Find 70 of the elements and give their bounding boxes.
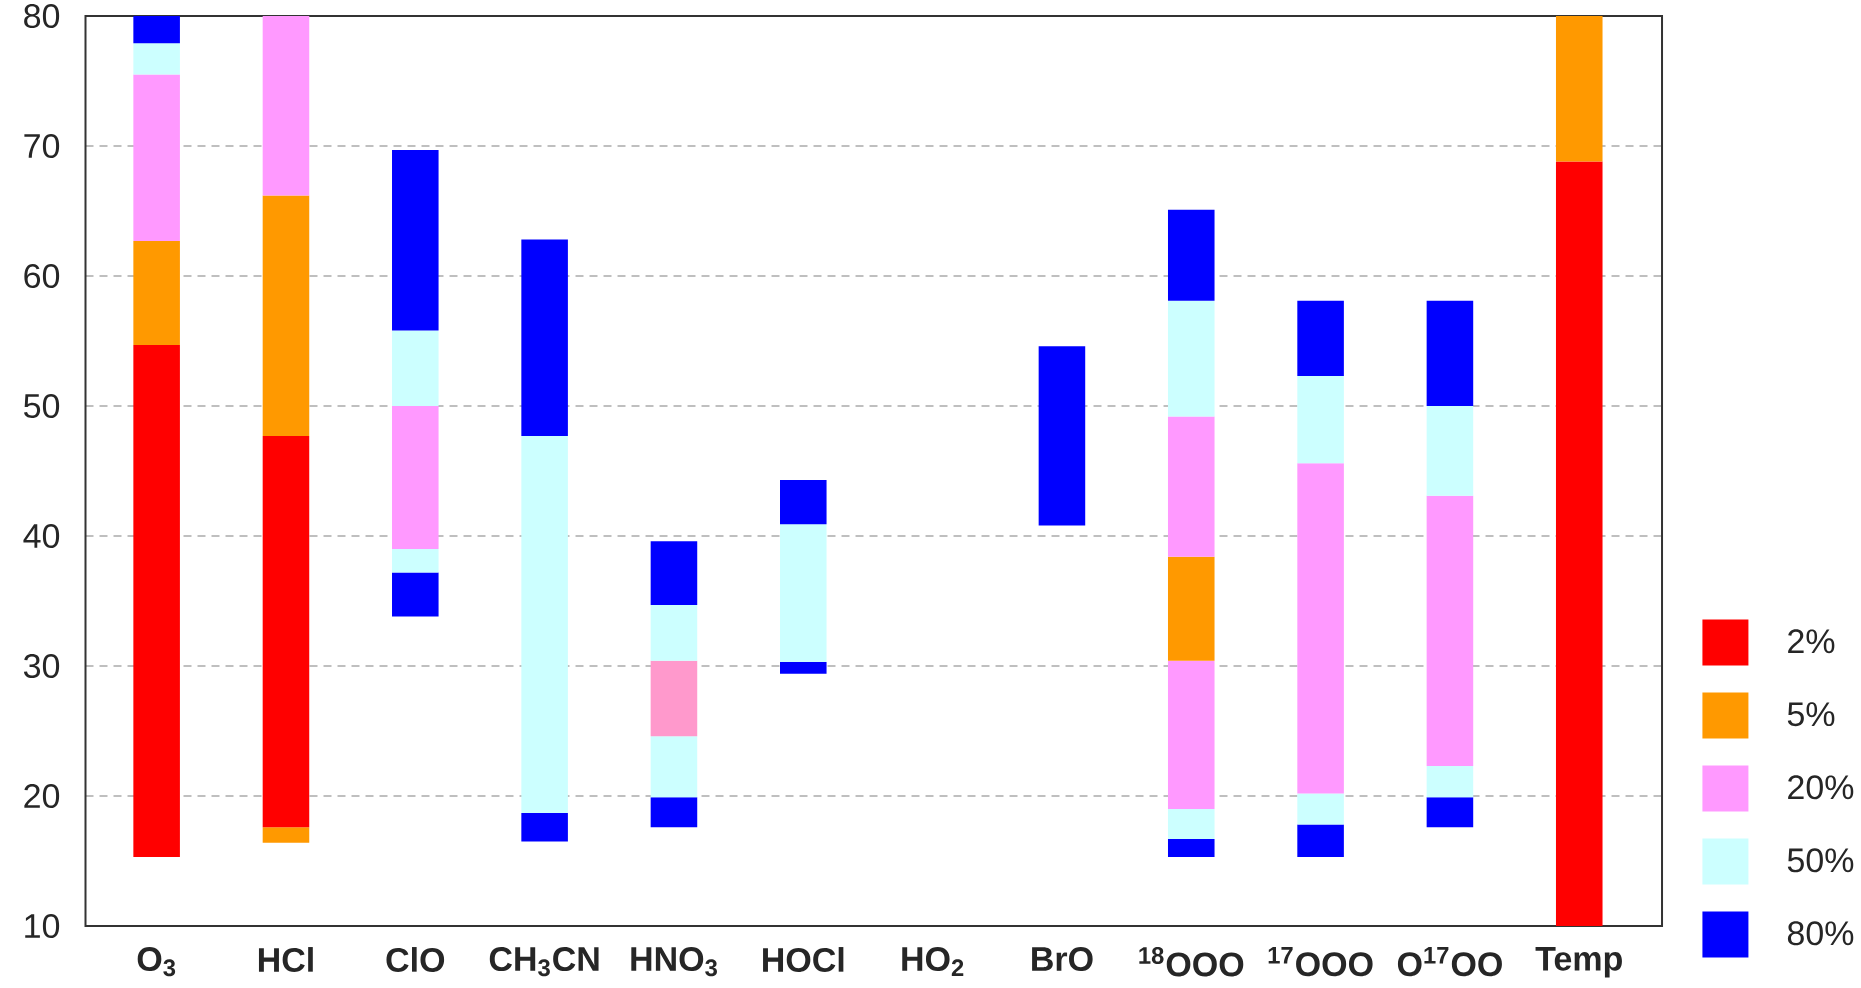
bar <box>1426 766 1474 798</box>
x-tick-label: O$_{3}$ <box>137 947 176 977</box>
bar <box>650 604 698 661</box>
bar <box>392 405 439 549</box>
bar <box>1426 405 1474 496</box>
bar <box>1167 809 1215 839</box>
y-tick-label: 10 <box>25 913 60 939</box>
bar <box>1426 495 1474 767</box>
x-tick-label: HOCl <box>763 947 844 973</box>
bar <box>1297 376 1344 464</box>
x-tick-label: Temp <box>1535 947 1622 978</box>
bar <box>1297 793 1344 825</box>
bar <box>392 572 439 617</box>
bar <box>262 827 310 843</box>
bar <box>1555 15 1603 162</box>
bar <box>780 662 827 674</box>
bar <box>521 435 568 813</box>
x-tick-label: $^{17}$OOO <box>1268 947 1373 977</box>
y-tick-label: 60 <box>24 263 60 289</box>
bar <box>1167 838 1215 858</box>
y-tick-label: 50 <box>24 393 60 419</box>
x-tick-label: HCl <box>258 947 313 973</box>
x-tick-label: O$^{17}$OO <box>1397 947 1502 977</box>
bar <box>133 344 180 858</box>
legend-label: 5% <box>1787 702 1835 727</box>
bar <box>392 549 439 573</box>
bar <box>262 195 310 436</box>
x-tick-label: HO$_{2}$ <box>902 947 964 976</box>
bar <box>1297 300 1344 377</box>
bar <box>780 524 827 663</box>
bar <box>262 15 310 196</box>
bar <box>1426 797 1474 828</box>
y-tick-label: 20 <box>24 783 60 809</box>
bar <box>1167 300 1215 417</box>
bar <box>133 74 180 241</box>
bar <box>650 736 698 798</box>
bar <box>1297 824 1344 858</box>
legend-label: 20% <box>1788 775 1854 800</box>
bar <box>650 541 698 605</box>
bar <box>133 43 180 75</box>
y-tick-label: 30 <box>23 653 60 679</box>
x-tick-label: $^{18}$OOO <box>1139 947 1244 977</box>
bar <box>521 812 568 842</box>
bar <box>521 239 568 436</box>
bar <box>780 480 827 525</box>
legend-label: 2% <box>1788 629 1835 654</box>
bar <box>133 15 180 44</box>
bar <box>1167 556 1215 661</box>
bar <box>133 240 180 345</box>
bar <box>392 330 439 406</box>
bar <box>650 660 698 737</box>
y-tick-label: 80 <box>24 3 60 29</box>
x-tick-label: BrO <box>1032 947 1093 972</box>
bar <box>1167 416 1215 557</box>
bar <box>650 797 698 828</box>
bar <box>1038 346 1086 526</box>
bar <box>1555 161 1603 926</box>
x-tick-label: ClO <box>386 947 445 973</box>
x-tick-label: HNO$_{3}$ <box>631 947 717 977</box>
y-tick-label: 40 <box>23 523 60 549</box>
bar <box>1426 300 1474 406</box>
x-tick-label: CH$_{3}$CN <box>489 947 599 977</box>
legend-label: 50% <box>1787 848 1854 873</box>
bar <box>1297 463 1344 794</box>
legend-label: 80% <box>1787 921 1854 946</box>
bar <box>1167 660 1215 809</box>
y-tick-label: 70 <box>24 133 60 159</box>
bar <box>1167 209 1215 301</box>
bar <box>392 149 439 331</box>
bar <box>262 435 310 828</box>
